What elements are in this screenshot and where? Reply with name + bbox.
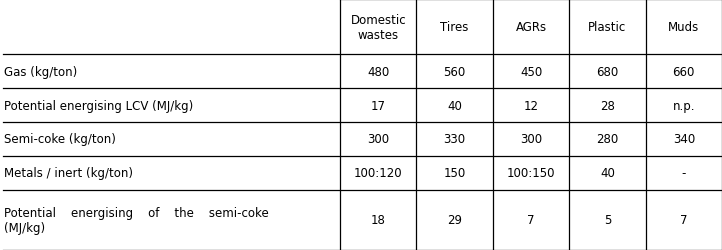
Text: 340: 340	[673, 133, 695, 146]
Text: Metals / inert (kg/ton): Metals / inert (kg/ton)	[4, 167, 134, 179]
Text: 5: 5	[604, 214, 611, 226]
Text: 29: 29	[447, 214, 462, 226]
Text: n.p.: n.p.	[673, 99, 695, 112]
Text: 40: 40	[447, 99, 462, 112]
Text: 7: 7	[527, 214, 535, 226]
Text: Gas (kg/ton): Gas (kg/ton)	[4, 66, 77, 78]
Text: Tires: Tires	[440, 21, 469, 34]
Text: 100:150: 100:150	[507, 167, 555, 179]
Text: Domestic
wastes: Domestic wastes	[350, 14, 406, 42]
Text: 280: 280	[596, 133, 619, 146]
Text: Potential    energising    of    the    semi-coke
(MJ/kg): Potential energising of the semi-coke (M…	[4, 206, 269, 234]
Text: 18: 18	[371, 214, 386, 226]
Text: Plastic: Plastic	[588, 21, 627, 34]
Text: 12: 12	[523, 99, 539, 112]
Text: 450: 450	[520, 66, 542, 78]
Text: 300: 300	[520, 133, 542, 146]
Text: 560: 560	[443, 66, 466, 78]
Text: -: -	[682, 167, 686, 179]
Text: 330: 330	[443, 133, 466, 146]
Text: Semi-coke (kg/ton): Semi-coke (kg/ton)	[4, 133, 116, 146]
Text: Potential energising LCV (MJ/kg): Potential energising LCV (MJ/kg)	[4, 99, 193, 112]
Text: 100:120: 100:120	[354, 167, 403, 179]
Text: 660: 660	[673, 66, 695, 78]
Text: Muds: Muds	[668, 21, 700, 34]
Text: 7: 7	[680, 214, 687, 226]
Text: 40: 40	[600, 167, 615, 179]
Text: 300: 300	[367, 133, 389, 146]
Text: 17: 17	[371, 99, 386, 112]
Text: 680: 680	[596, 66, 619, 78]
Text: 28: 28	[600, 99, 615, 112]
Text: AGRs: AGRs	[516, 21, 547, 34]
Text: 480: 480	[367, 66, 389, 78]
Text: 150: 150	[443, 167, 466, 179]
